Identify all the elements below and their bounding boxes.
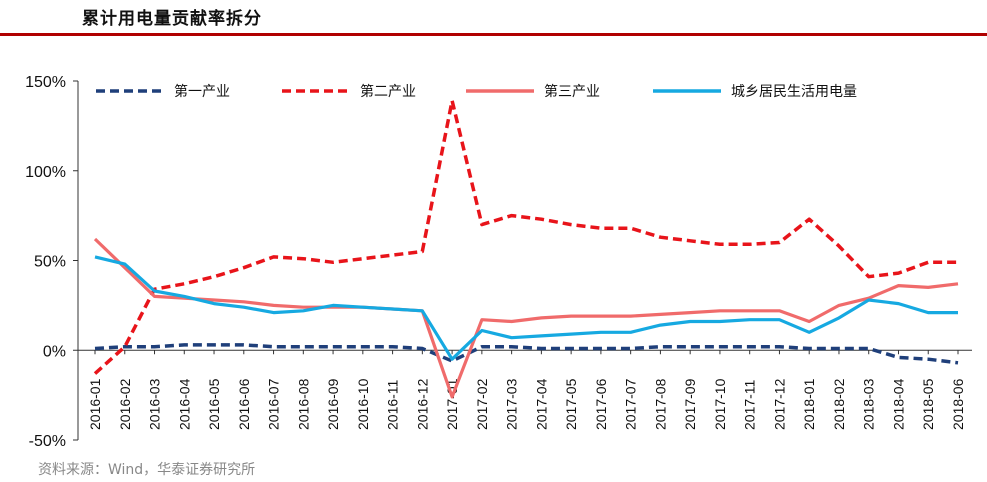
chart-title: 累计用电量贡献率拆分 [82,9,262,29]
source-note: 资料来源：Wind，华泰证券研究所 [38,462,256,478]
x-tick-label: 2016-10 [355,378,371,430]
x-tick-label: 2016-03 [147,378,163,430]
x-tick-label: 2016-02 [117,378,133,430]
x-tick-label: 2016-01 [87,378,103,430]
x-tick-label: 2017-06 [593,378,609,430]
x-tick-label: 2018-04 [890,378,906,430]
x-tick-label: 2017-08 [652,378,668,430]
series-line [93,237,959,399]
x-tick-label: 2017-07 [623,378,639,430]
axes: -50% 0% 50% 100% 150% 2016-01 2016-02 2016-03 20… [25,74,972,450]
x-tick-label: 2018-01 [801,378,817,430]
y-tick-label: -50% [29,433,66,450]
x-tick-label: 2017-09 [682,378,698,430]
legend-label: 城乡居民生活用电量 [731,84,857,100]
legend-label: 第三产业 [544,83,600,100]
series-1 [94,343,959,365]
x-tick-label: 2016-05 [206,378,222,430]
x-tick-label: 2017-11 [742,379,758,430]
series-2 [93,98,959,375]
series-layer [93,98,959,399]
title-rule [0,33,987,36]
x-tick-label: 2017-05 [563,378,579,430]
x-tick-label: 2017-12 [771,378,787,430]
x-tick-label: 2018-03 [861,378,877,430]
x-tick-label: 2018-06 [950,378,966,430]
x-tick-label: 2016-08 [295,378,311,430]
x-tick-label: 2017-10 [712,378,728,430]
x-tick-label: 2017-01 [444,378,460,430]
series-4 [94,255,959,361]
x-tick-label: 2017-02 [474,378,490,430]
x-tick-label: 2016-07 [266,378,282,430]
x-tick-label: 2018-02 [831,378,847,430]
x-tick-label: 2016-04 [176,378,192,430]
legend-label: 第一产业 [174,83,230,100]
x-tick-label: 2016-06 [236,378,252,430]
series-line [94,343,959,365]
series-3 [93,237,959,399]
y-tick-label: 50% [34,254,66,271]
series-line [94,255,958,361]
x-tick-label: 2016-12 [414,378,430,430]
legend: 第一产业 第二产业 第三产业 城乡居民生活用电量 [96,83,857,100]
x-tick-label: 2018-05 [920,378,936,430]
x-tick-label: 2016-09 [325,378,341,430]
y-tick-label: 100% [25,164,66,181]
x-tick-label: 2017-03 [504,378,520,430]
legend-label: 第二产业 [360,83,416,100]
y-tick-label: 0% [43,343,66,360]
y-tick-label: 150% [25,74,66,91]
x-tick-label: 2017-04 [533,378,549,430]
series-line [93,98,958,375]
x-tick-label: 2016-11 [385,379,401,430]
